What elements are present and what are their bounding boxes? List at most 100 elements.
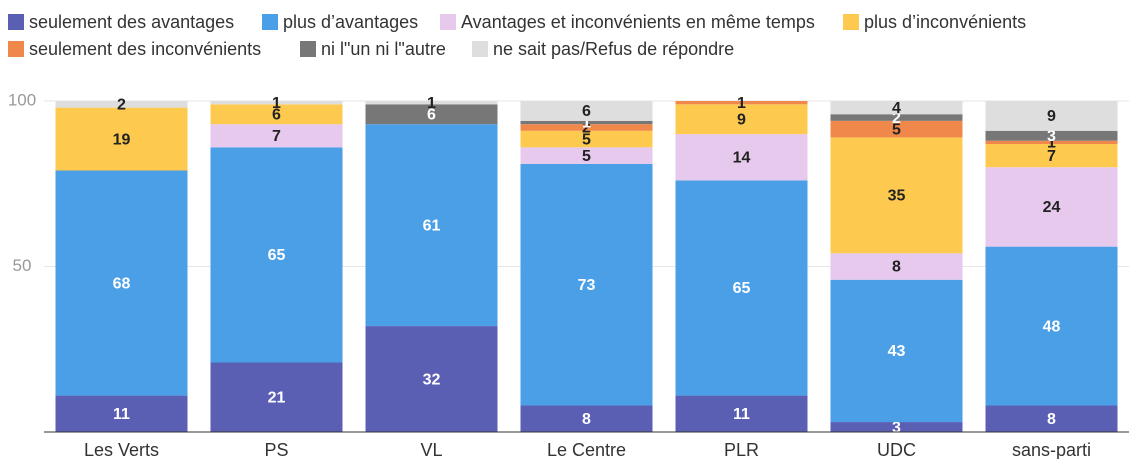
bar-segment (520, 163, 653, 406)
value-label: 7 (272, 128, 281, 145)
bar-segment (520, 124, 653, 131)
bar-segment (985, 101, 1118, 131)
value-label: 5 (582, 148, 591, 165)
bar-segment (365, 124, 498, 327)
bar-segment (55, 395, 188, 432)
value-label: 6 (582, 103, 591, 120)
value-label: 19 (113, 131, 131, 148)
bar-segment (675, 104, 808, 135)
bar-segment (55, 170, 188, 396)
value-label: 21 (268, 389, 286, 406)
x-tick-label: PLR (724, 440, 759, 459)
value-label: 9 (1047, 108, 1056, 125)
value-label: 7 (1047, 148, 1056, 165)
bar-segment (675, 101, 808, 105)
value-label: 1 (427, 95, 436, 112)
bar-segment (675, 395, 808, 432)
bar-segment (55, 101, 188, 108)
bar-segment (365, 101, 498, 105)
bar-segment (985, 246, 1118, 406)
value-label: 11 (733, 406, 750, 423)
value-label: 65 (733, 280, 751, 297)
value-label: 1 (737, 95, 746, 112)
legend-label: plus d’inconvénients (864, 12, 1026, 32)
bar-segment (830, 120, 963, 138)
bar-segment (365, 326, 498, 432)
x-tick-label: sans-parti (1012, 440, 1091, 459)
x-tick-label: Le Centre (547, 440, 626, 459)
value-label: 2 (117, 97, 126, 114)
legend-swatch (472, 41, 488, 57)
bar-segment (365, 104, 498, 125)
bar-segment (830, 253, 963, 280)
value-label: 5 (582, 131, 591, 148)
value-label: 2 (582, 120, 591, 137)
value-label: 3 (892, 419, 901, 436)
value-label: 1 (582, 115, 591, 132)
legend-label: seulement des inconvénients (29, 39, 261, 59)
value-label: 6 (427, 106, 436, 123)
value-label: 61 (423, 217, 441, 234)
value-label: 1 (1047, 135, 1056, 152)
legend-label: Avantages et inconvénients en même temps (461, 12, 815, 32)
value-label: 8 (892, 259, 901, 276)
bar-segment (985, 144, 1118, 168)
bar-segment (985, 140, 1118, 145)
value-label: 6 (272, 106, 281, 123)
value-label: 24 (1043, 199, 1061, 216)
legend-swatch (843, 14, 859, 30)
legend-label: plus d’avantages (283, 12, 418, 32)
bar-segment (210, 147, 343, 363)
legend-swatch (300, 41, 316, 57)
bar-segment (210, 104, 343, 125)
value-label: 73 (578, 277, 596, 294)
x-tick-label: UDC (877, 440, 916, 459)
legend-swatch (440, 14, 456, 30)
y-tick-label: 100 (8, 90, 36, 109)
bar-segment (675, 134, 808, 181)
legend-label: seulement des avantages (29, 12, 234, 32)
legend-swatch (8, 41, 24, 57)
bar-segment (55, 107, 188, 171)
y-tick-label: 50 (13, 256, 32, 275)
legend-swatch (8, 14, 24, 30)
bar-segment (520, 101, 653, 121)
bar-segment (520, 120, 653, 125)
bar-segment (830, 114, 963, 121)
value-label: 9 (737, 111, 746, 128)
bar-segment (210, 124, 343, 148)
bar-segment (210, 362, 343, 432)
bar-segment (830, 101, 963, 115)
value-label: 32 (423, 371, 441, 388)
bar-segment (985, 167, 1118, 247)
bar-segment (830, 422, 963, 432)
x-tick-label: PS (264, 440, 288, 459)
legend-swatch (262, 14, 278, 30)
bar-segment (985, 130, 1118, 141)
value-label: 8 (1047, 411, 1056, 428)
bar-segment (520, 147, 653, 164)
value-label: 1 (272, 95, 281, 112)
value-label: 4 (892, 100, 901, 117)
value-label: 14 (733, 149, 751, 166)
value-label: 65 (268, 247, 286, 264)
value-label: 35 (888, 188, 906, 205)
value-label: 2 (892, 110, 901, 127)
bar-segment (985, 405, 1118, 432)
value-label: 43 (888, 343, 906, 360)
legend-label: ni l"un ni l"autre (321, 39, 446, 59)
bar-segment (830, 137, 963, 254)
value-label: 5 (892, 121, 901, 138)
value-label: 48 (1043, 318, 1061, 335)
value-label: 68 (113, 275, 131, 292)
value-label: 8 (582, 411, 591, 428)
legend-label: ne sait pas/Refus de répondre (493, 39, 734, 59)
value-label: 11 (113, 406, 130, 423)
x-tick-label: Les Verts (84, 440, 159, 459)
bar-segment (675, 180, 808, 396)
bar-segment (520, 130, 653, 148)
x-tick-label: VL (420, 440, 442, 459)
bar-segment (830, 279, 963, 423)
bar-segment (520, 405, 653, 432)
